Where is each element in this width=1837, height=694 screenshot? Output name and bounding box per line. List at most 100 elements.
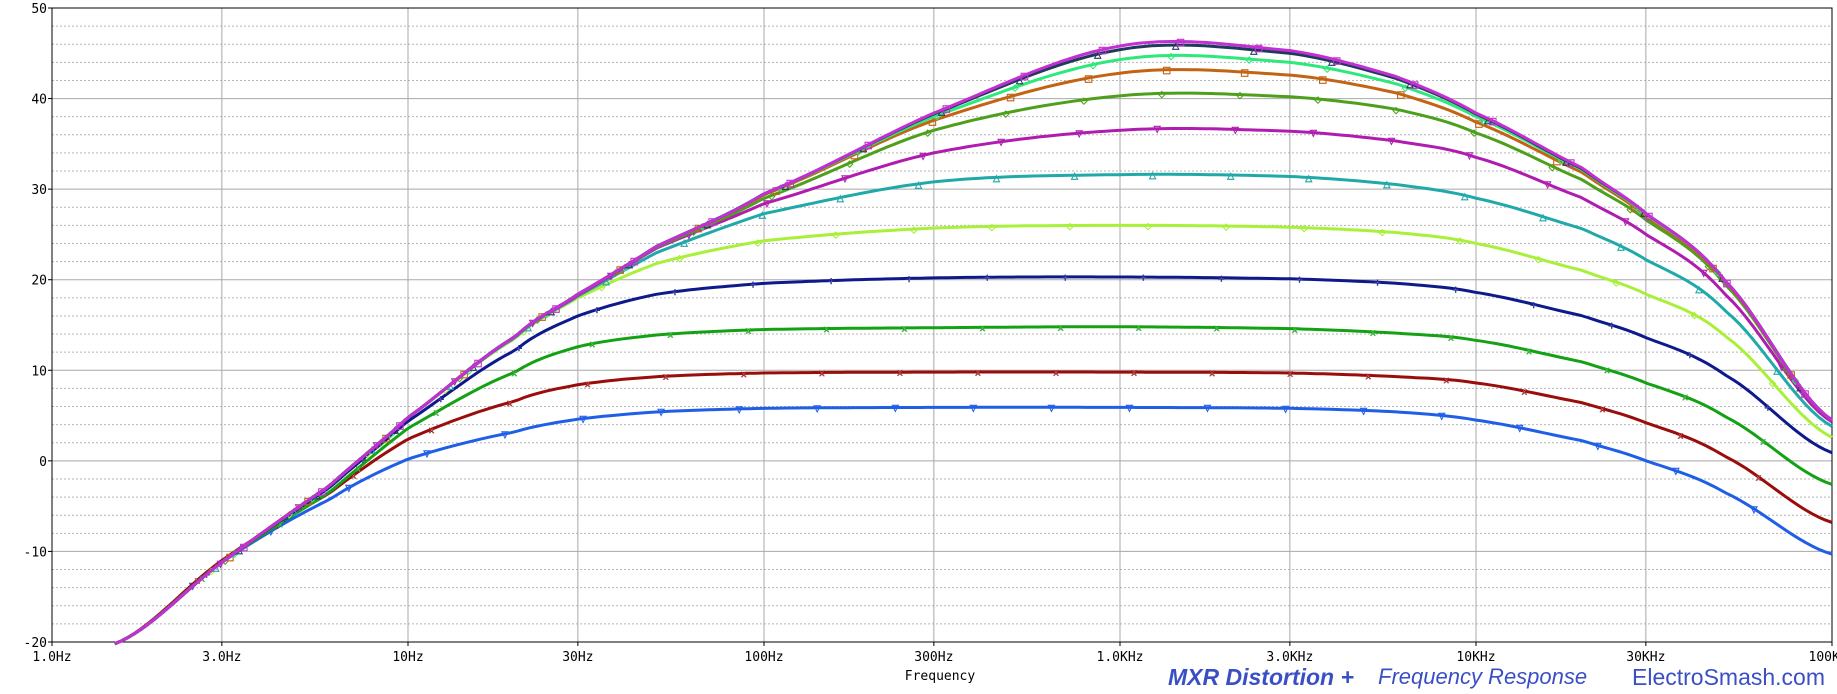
series-marker: +: [1218, 274, 1226, 284]
series-10: ◇◇◇◇◇◇◇◇◇◇◇◇◇ ◇◇◇◇◇◇◇◇: [114, 52, 1833, 646]
series-line: [114, 68, 1833, 646]
series-marker: ◇: [1393, 106, 1400, 116]
series-marker: ◇: [1066, 222, 1073, 232]
series-marker: ◇: [676, 254, 683, 264]
series-marker: x: [1678, 431, 1684, 441]
series-marker: □: [708, 218, 717, 228]
series-line: [114, 91, 1833, 646]
series-marker: △: [915, 180, 922, 190]
series-marker: ◇: [1769, 379, 1776, 389]
series-marker: △: [525, 323, 532, 333]
series-marker: □: [1474, 120, 1483, 130]
x-tick-label: 300Hz: [914, 650, 953, 665]
series-marker: □: [396, 422, 405, 432]
series-marker: +: [1764, 403, 1772, 413]
series-marker: ◇: [1457, 237, 1464, 247]
series-marker: x: [585, 380, 591, 390]
series-marker: x: [277, 520, 283, 530]
x-tick-label: 1.0Hz: [32, 650, 71, 665]
series-marker: ◇: [1168, 52, 1175, 62]
series-marker: □: [1162, 66, 1171, 76]
series-marker: ▽: [1154, 125, 1161, 135]
series-marker: x: [1682, 393, 1688, 403]
series-marker: ◇: [754, 238, 761, 248]
series-marker: ◇: [777, 183, 784, 193]
series-marker: x: [434, 409, 440, 419]
series-marker: +: [515, 344, 523, 354]
series-marker: ▽: [1204, 404, 1211, 414]
series-marker: ▽: [736, 405, 743, 415]
series-marker: x: [355, 465, 361, 475]
series-marker: ◇: [1236, 91, 1243, 101]
series-marker: △: [1227, 172, 1234, 182]
series-marker: +: [1062, 273, 1070, 283]
series-marker: ▽: [423, 450, 430, 460]
series-marker: x: [1214, 324, 1220, 334]
series-line: [114, 405, 1833, 646]
series-marker: ◇: [1549, 163, 1556, 173]
x-tick-labels: 1.0Hz 3.0Hz 10Hz 30Hz 100Hz 300Hz 1.0KHz 3.0KHz…: [32, 642, 1837, 665]
series-marker: ◇: [1324, 65, 1331, 75]
series-marker: △: [603, 277, 610, 287]
series-marker: ◇: [832, 231, 839, 241]
series-marker: x: [741, 370, 747, 380]
series-marker: +: [437, 395, 445, 405]
series-marker: +: [983, 274, 991, 284]
series-marker: x: [351, 472, 357, 482]
series-marker: △: [1696, 285, 1703, 295]
y-tick-label: 0: [39, 455, 47, 470]
series-marker: ▽: [814, 404, 821, 414]
series-marker: □: [1084, 75, 1093, 85]
series-marker: ▽: [1388, 137, 1395, 147]
series-marker: ▽: [1076, 130, 1083, 140]
series-marker: △: [1094, 51, 1101, 61]
series-marker: ◇: [1535, 255, 1542, 265]
series-marker: +: [1374, 279, 1382, 289]
series-marker: ◇: [1613, 279, 1620, 289]
series-marker: △: [1016, 76, 1023, 86]
series-marker: ▽: [1310, 129, 1317, 139]
series-marker: ▽: [1126, 404, 1133, 414]
series-marker: +: [749, 281, 757, 291]
series-marker: +: [1296, 276, 1304, 286]
series-marker: +: [1140, 274, 1148, 284]
series-marker: ◇: [1627, 205, 1634, 215]
series-marker: ◇: [1301, 224, 1308, 234]
series-marker: △: [938, 107, 945, 117]
series-marker: ▽: [1282, 405, 1289, 415]
series-marker: □: [1801, 389, 1810, 399]
series-marker: □: [1553, 157, 1562, 167]
series-marker: ◇: [1691, 311, 1698, 321]
series-marker: ◇: [1558, 156, 1565, 166]
series-marker: ◇: [1002, 109, 1009, 119]
series-marker: ▽: [685, 231, 692, 241]
x-tick-label: 10Hz: [392, 650, 423, 665]
series-marker: △: [1485, 116, 1492, 126]
series-marker: □: [1709, 264, 1718, 274]
series-5: ◇◇◇◇◇◇◇◇◇◇ ◇ ◇ ◇ ◇ ◇ ◇◇◇◇◇◇: [114, 222, 1833, 646]
series-marker: □: [1318, 76, 1327, 86]
series-marker: ▽: [267, 528, 274, 538]
series-marker: ▽: [345, 484, 352, 494]
series-marker: □: [1488, 117, 1497, 127]
series-marker: ◇: [768, 192, 775, 202]
series-marker: +: [593, 306, 601, 316]
series-marker: △: [1149, 171, 1156, 181]
y-tick-labels: -20 -10 0 10 20 30 40 50: [24, 2, 52, 651]
series-marker: △: [681, 239, 688, 249]
x-tick-label: 100KHz: [1809, 650, 1837, 665]
series-marker: △: [993, 174, 1000, 184]
series-marker: ▽: [580, 415, 587, 425]
series-marker: □: [317, 488, 326, 498]
series-marker: x: [975, 369, 981, 379]
series-marker: ▽: [763, 199, 770, 209]
series-marker: ◇: [855, 147, 862, 157]
series-marker: □: [942, 105, 951, 115]
series-marker: ▽: [1700, 269, 1707, 279]
series-marker: x: [1526, 347, 1532, 357]
series-marker: △: [1618, 243, 1625, 253]
series-marker: +: [1686, 351, 1694, 361]
series-marker: ◇: [1471, 129, 1478, 139]
series-marker: △: [1383, 180, 1390, 190]
series-marker: ◇: [1636, 206, 1643, 216]
